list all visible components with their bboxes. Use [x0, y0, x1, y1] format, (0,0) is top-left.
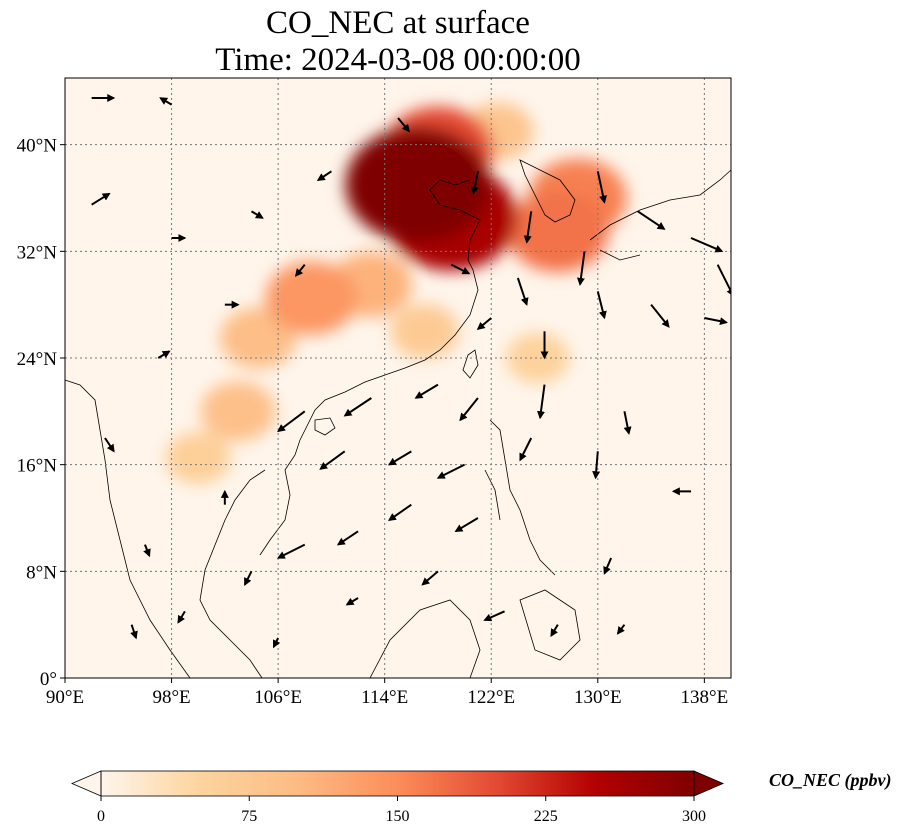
- wind-arrow: [414, 383, 439, 399]
- wind-arrow: [143, 544, 151, 558]
- coastline-china-east: [259, 269, 479, 556]
- concentration-region: [219, 307, 297, 369]
- wind-arrow: [294, 264, 306, 277]
- axis-ticks: 40°N 32°N 24°N 16°N 8°N 0°90°E 98°E 106°E 114°E 1…: [17, 136, 729, 708]
- coastline-hainan: [314, 417, 336, 436]
- wind-arrow: [91, 192, 111, 206]
- lat-tick-label: 40°N: [17, 136, 58, 157]
- wind-arrow: [596, 291, 607, 320]
- wind-arrow: [616, 624, 626, 635]
- wind-arrow: [516, 277, 529, 306]
- colorbar-tick-label: 0: [97, 808, 105, 825]
- colorbar-extend-max: [693, 770, 725, 797]
- wind-arrow: [592, 451, 601, 480]
- concentration-field: [165, 102, 627, 484]
- wind-arrow: [550, 624, 559, 638]
- colorbar-gradient: [101, 771, 694, 796]
- coastline-borneo: [369, 599, 481, 678]
- wind-arrow: [272, 637, 281, 649]
- wind-arrow: [104, 437, 115, 453]
- colorbar-tick-label: 75: [241, 808, 257, 825]
- concentration-region: [200, 381, 276, 442]
- colorbar-tick-label: 300: [682, 808, 706, 825]
- wind-arrow: [483, 610, 505, 622]
- wind-arrow: [436, 463, 466, 479]
- wind-arrow: [523, 211, 533, 244]
- coastlines: [65, 159, 731, 678]
- lat-tick-label: 32°N: [17, 242, 58, 263]
- coastline-bohai: [429, 179, 481, 271]
- wind-arrow: [319, 450, 346, 470]
- lon-tick-label: 106°E: [254, 687, 302, 708]
- plot-frame: [64, 77, 732, 679]
- concentration-region: [165, 432, 231, 484]
- wind-arrow: [637, 210, 666, 230]
- lon-tick-label: 130°E: [574, 687, 622, 708]
- coastline-philippines: [484, 419, 556, 576]
- colorbar-ticks: 0 75 150 225 300: [97, 796, 706, 825]
- coastline-korea: [519, 159, 576, 223]
- wind-arrow: [519, 437, 533, 462]
- wind-arrow: [343, 397, 372, 417]
- wind-arrow: [623, 411, 632, 435]
- wind-arrow: [387, 450, 412, 466]
- lon-tick-label: 138°E: [681, 687, 729, 708]
- concentration-region: [265, 261, 358, 335]
- wind-arrow: [650, 304, 670, 328]
- map-time-subtitle: Time: 2024-03-08 00:00:00: [215, 42, 581, 78]
- wind-arrow: [250, 210, 264, 219]
- concentration-region: [506, 332, 570, 384]
- coastline-taiwan: [462, 349, 479, 379]
- lat-tick-label: 24°N: [17, 349, 58, 370]
- coastline-mindanao: [519, 589, 581, 661]
- wind-arrow: [243, 570, 253, 586]
- concentration-region: [390, 304, 459, 359]
- colorbar: 0 75 150 225 300: [70, 770, 725, 825]
- wind-arrow: [476, 317, 492, 331]
- wind-arrow: [537, 384, 546, 420]
- wind-arrow: [459, 397, 479, 422]
- colorbar-tick-label: 150: [386, 808, 410, 825]
- wind-arrow: [336, 530, 359, 546]
- wind-arrow: [576, 251, 586, 286]
- wind-arrow: [345, 597, 359, 606]
- wind-arrow: [690, 237, 724, 253]
- concentration-region: [507, 190, 609, 272]
- wind-arrow: [470, 171, 479, 195]
- wind-arrow: [450, 263, 471, 275]
- map-title: CO_NEC at surface: [266, 5, 530, 41]
- lat-tick-label: 16°N: [17, 456, 58, 477]
- wind-arrow: [316, 170, 332, 182]
- lon-tick-label: 114°E: [361, 687, 408, 708]
- colorbar-extend-min: [70, 770, 102, 797]
- wind-arrow: [130, 624, 138, 640]
- lon-tick-label: 122°E: [467, 687, 515, 708]
- wind-arrow: [159, 97, 173, 106]
- wind-arrow: [397, 117, 411, 133]
- wind-arrow: [421, 570, 439, 586]
- wind-vectors: [91, 94, 731, 649]
- coastline-japan: [589, 169, 731, 261]
- wind-arrow: [454, 517, 479, 533]
- lon-tick-label: 98°E: [152, 687, 190, 708]
- colorbar-tick-label: 225: [534, 808, 558, 825]
- wind-arrow: [276, 543, 306, 559]
- wind-arrow: [277, 410, 306, 433]
- graticule: [65, 78, 731, 678]
- colorbar-label: CO_NEC (ppbv): [769, 770, 892, 790]
- concentration-region: [345, 126, 491, 243]
- wind-arrow: [603, 557, 613, 575]
- coastline-bay-of-bengal: [65, 379, 191, 678]
- coastline-indochina: [199, 469, 266, 678]
- lat-tick-label: 8°N: [26, 562, 57, 583]
- wind-arrow: [388, 503, 412, 521]
- wind-arrow: [596, 171, 607, 204]
- wind-arrow: [704, 317, 728, 326]
- wind-arrow: [157, 350, 171, 359]
- lat-tick-label: 0°: [40, 669, 57, 690]
- lon-tick-label: 90°E: [46, 687, 84, 708]
- wind-arrow: [177, 610, 186, 624]
